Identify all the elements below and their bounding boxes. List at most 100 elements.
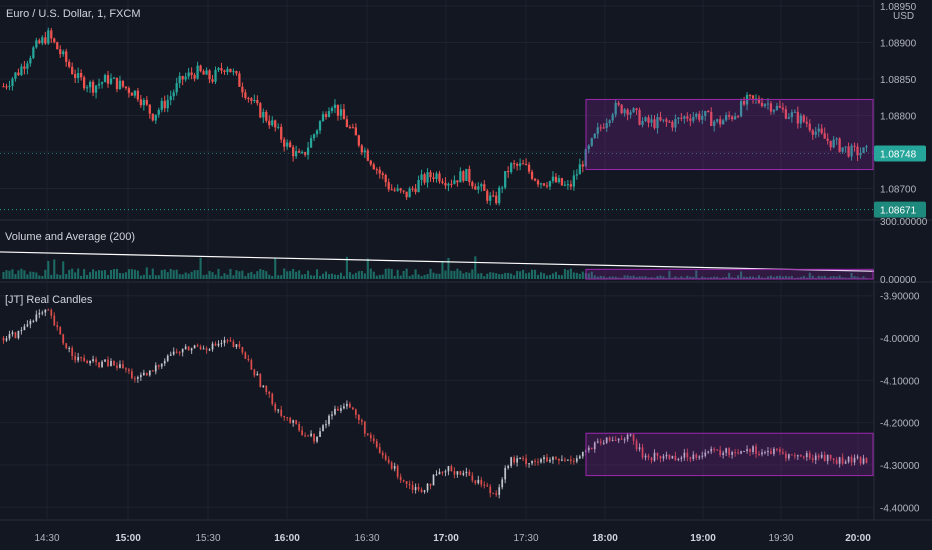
price-candle — [799, 115, 802, 124]
volume-bar — [572, 272, 575, 279]
real-candle — [787, 454, 790, 459]
volume-title: Volume and Average (200) — [5, 231, 135, 243]
real-candles-pane[interactable] — [2, 308, 874, 499]
real-candle — [728, 448, 731, 455]
time-tick-label: 16:30 — [354, 533, 379, 544]
volume-bar — [629, 276, 632, 279]
volume-bar — [525, 273, 528, 279]
price-candle — [802, 115, 805, 122]
real-candle — [865, 458, 868, 463]
price-candle — [865, 146, 868, 148]
price-candle — [330, 107, 334, 112]
volume-bar — [826, 277, 829, 279]
price-candle — [184, 76, 187, 80]
real-candle — [408, 483, 411, 485]
price-candle — [417, 180, 420, 192]
volume-bar — [44, 269, 47, 279]
volume-bar — [378, 274, 381, 279]
volume-bar — [620, 277, 623, 279]
price-candle — [653, 119, 656, 129]
price-candle — [390, 189, 393, 191]
volume-bar — [59, 274, 62, 279]
volume-bar — [510, 273, 513, 279]
volume-bar — [596, 276, 599, 279]
real-candle — [56, 325, 59, 328]
price-candle — [71, 66, 74, 75]
price-candle — [77, 72, 80, 79]
volume-bar — [74, 272, 77, 279]
real-candle — [773, 448, 775, 454]
volume-bar — [504, 272, 507, 279]
volume-bar — [587, 273, 590, 279]
price-candle — [719, 119, 722, 125]
volume-bar — [241, 270, 244, 279]
real-candle — [465, 471, 468, 474]
real-candle — [139, 375, 142, 378]
real-candle — [692, 454, 695, 460]
real-candle — [205, 348, 208, 350]
real-candle — [587, 447, 590, 451]
real-candle — [86, 360, 89, 364]
volume-bar — [226, 274, 229, 279]
price-candle — [850, 145, 853, 157]
price-candle — [733, 116, 737, 120]
price-candle — [8, 85, 11, 87]
volume-bar — [605, 277, 608, 279]
volume-bar — [641, 276, 644, 279]
price-pane[interactable] — [0, 27, 874, 211]
volume-pane[interactable] — [0, 251, 875, 280]
real-candle — [862, 458, 865, 464]
last-price-badge-label: 1.08748 — [880, 149, 917, 160]
volume-bar — [689, 276, 692, 279]
real-candle — [384, 455, 387, 460]
real-candle — [549, 459, 551, 462]
volume-bar — [557, 275, 560, 279]
real-candle — [375, 441, 378, 448]
real-candle — [113, 360, 115, 366]
volume-bar — [638, 276, 641, 279]
price-candle — [420, 174, 423, 181]
volume-bar — [635, 276, 638, 279]
volume-bar — [71, 268, 74, 279]
volume-bar — [498, 274, 501, 279]
price-candle — [823, 133, 826, 139]
real-candle — [402, 480, 405, 482]
volume-bar — [602, 276, 605, 279]
price-candle — [321, 114, 325, 122]
volume-bar — [265, 271, 268, 279]
real-candle — [17, 330, 20, 339]
price-candle — [148, 104, 151, 114]
price-candle — [53, 38, 56, 43]
volume-bar — [554, 271, 557, 279]
real-candle — [340, 408, 342, 411]
price-candle — [124, 86, 128, 89]
price-candle — [814, 131, 817, 135]
real-candle — [823, 454, 826, 461]
price-candle — [130, 92, 134, 96]
real-candle — [740, 451, 742, 454]
real-candle — [101, 361, 103, 367]
currency-label: USD — [893, 11, 914, 22]
real-candle — [707, 451, 710, 453]
price-candle — [474, 186, 477, 190]
volume-bar — [566, 270, 569, 279]
price-candle — [623, 109, 626, 114]
price-candle — [790, 112, 793, 118]
price-candle — [339, 109, 343, 116]
price-candle — [530, 171, 534, 179]
real-candle — [623, 439, 626, 441]
real-candle — [351, 407, 354, 410]
price-candle — [11, 78, 14, 86]
price-candle — [545, 185, 549, 187]
real-candle — [611, 439, 614, 441]
volume-bar — [68, 269, 71, 279]
price-candle — [835, 138, 838, 140]
price-candle — [160, 100, 163, 110]
real-candle — [280, 409, 283, 416]
price-candle — [56, 42, 59, 50]
real-candle — [289, 417, 292, 423]
price-candle — [742, 101, 746, 105]
real-candle — [811, 458, 814, 461]
